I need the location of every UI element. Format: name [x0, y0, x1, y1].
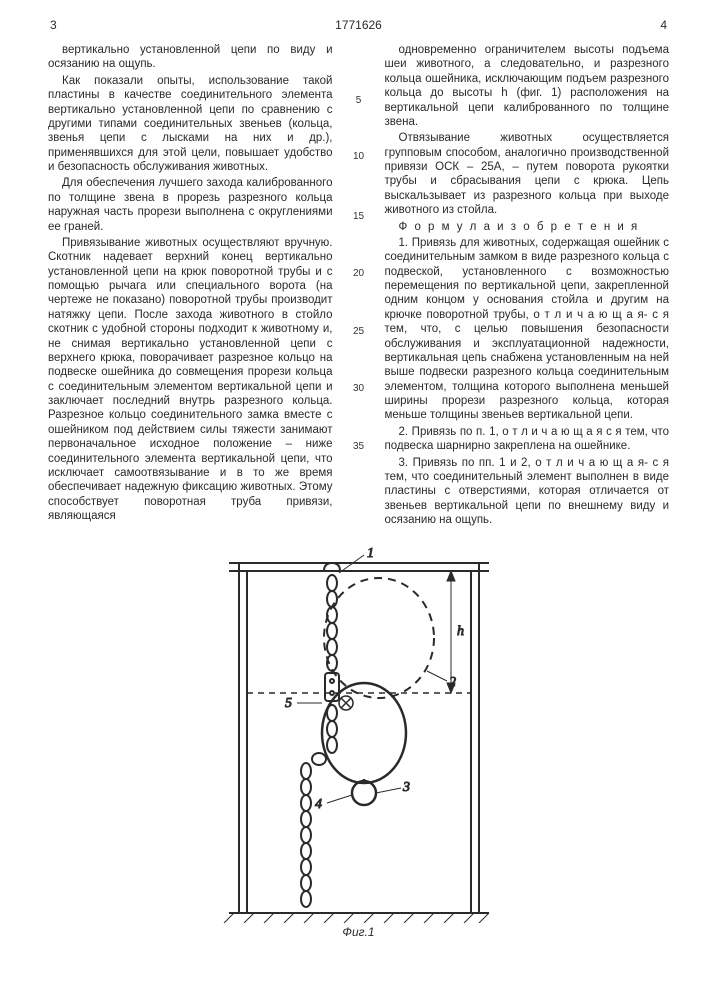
figure-1: 1 h 2 5 3 4 Фиг.1: [48, 543, 669, 940]
page-header: 3 1771626 4: [48, 18, 669, 33]
figure-label-4: 4: [315, 797, 322, 812]
line-mark: 10: [351, 151, 367, 164]
paragraph: Для обеспечения лучшего захода калиброва…: [48, 176, 333, 234]
line-mark: 25: [351, 326, 367, 339]
paragraph: Отвязывание животных осуществляется груп…: [385, 131, 670, 217]
figure-caption: Фиг.1: [48, 925, 669, 940]
line-mark: 35: [351, 441, 367, 454]
claim: 2. Привязь по п. 1, о т л и ч а ю щ а я …: [385, 425, 670, 454]
figure-label-h: h: [457, 624, 464, 639]
patent-number: 1771626: [335, 18, 382, 32]
figure-label-2: 2: [449, 675, 456, 690]
line-mark: 30: [351, 383, 367, 396]
figure-label-3: 3: [402, 780, 410, 795]
right-column: одновременно ограничителем высоты подъем…: [385, 43, 670, 529]
two-column-body: вертикально установленной цепи по виду и…: [48, 43, 669, 529]
figure-1-svg: 1 h 2 5 3 4: [189, 543, 529, 923]
line-mark: 5: [351, 95, 367, 108]
page-number-left: 3: [50, 18, 57, 33]
claim: 3. Привязь по пп. 1 и 2, о т л и ч а ю щ…: [385, 456, 670, 528]
paragraph: Как показали опыты, использование такой …: [48, 74, 333, 175]
paragraph: вертикально установленной цепи по виду и…: [48, 43, 333, 72]
formula-title: Ф о р м у л а и з о б р е т е н и я: [399, 221, 640, 233]
line-number-gutter: 5 10 15 20 25 30 35: [351, 43, 367, 529]
page-number-right: 4: [660, 18, 667, 33]
line-mark: 20: [351, 268, 367, 281]
left-column: вертикально установленной цепи по виду и…: [48, 43, 333, 529]
formula-heading: Ф о р м у л а и з о б р е т е н и я: [385, 220, 670, 234]
claim: 1. Привязь для животных, содержащая ошей…: [385, 236, 670, 423]
paragraph: Привязывание животных осуществляют вручн…: [48, 236, 333, 524]
line-mark: 15: [351, 211, 367, 224]
figure-label-1: 1: [367, 546, 374, 561]
figure-label-5: 5: [285, 696, 292, 711]
patent-page: 3 1771626 4 вертикально установленной це…: [0, 0, 707, 1000]
paragraph: одновременно ограничителем высоты подъем…: [385, 43, 670, 129]
